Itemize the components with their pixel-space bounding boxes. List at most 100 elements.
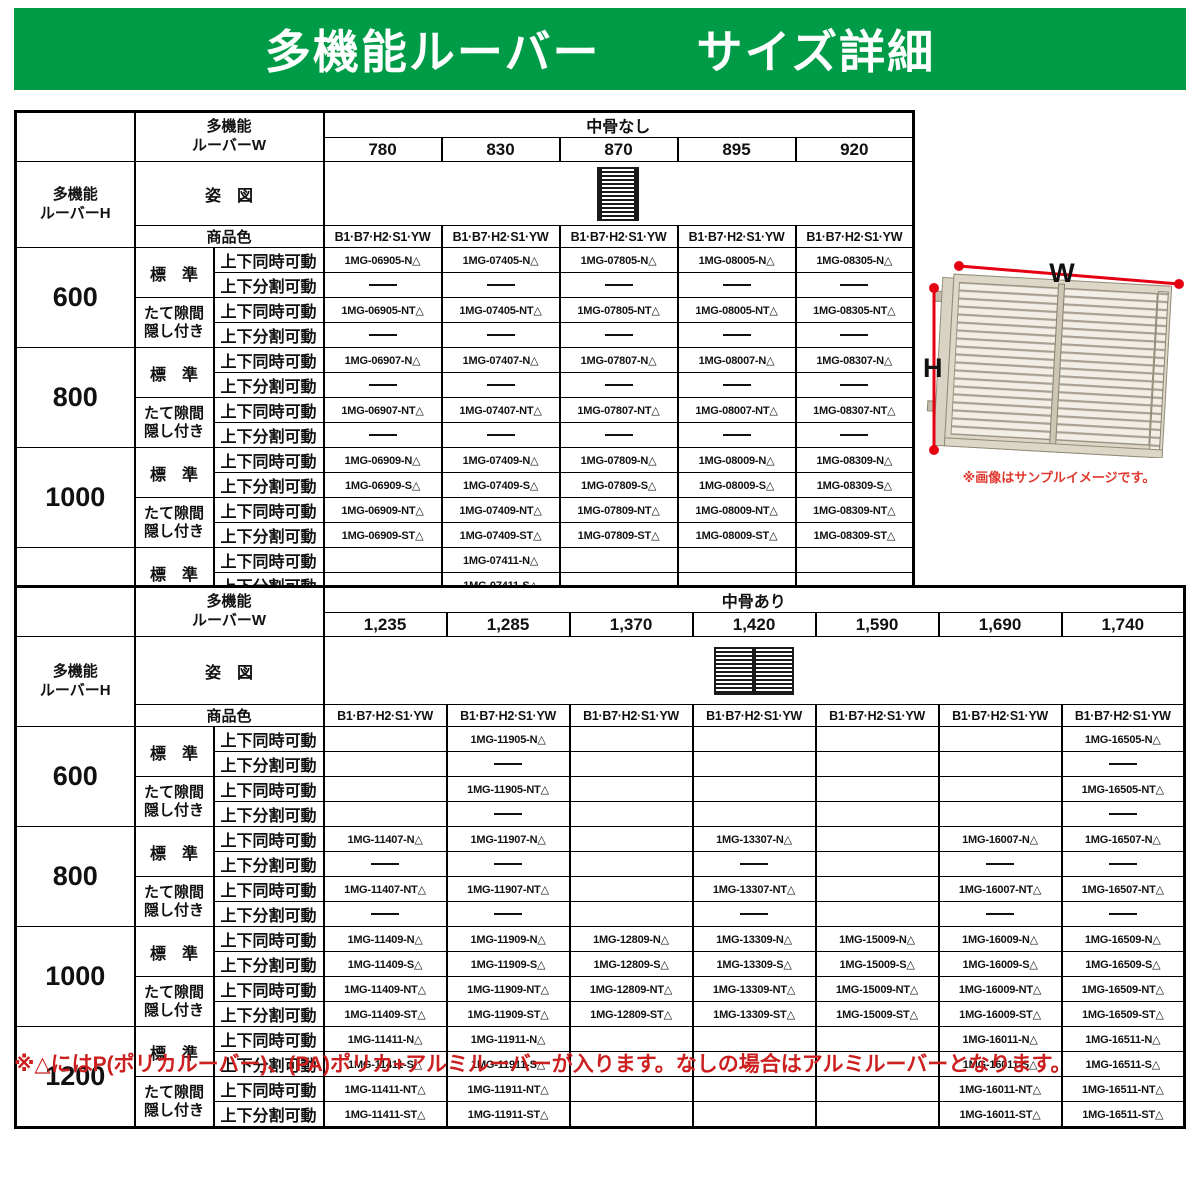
empty-cell [568,876,694,902]
product-code-cell: 1MG-16011-N△ [937,1026,1063,1052]
drive-mode-label: 上下分割可動 [212,951,325,977]
no-product-dash [794,372,915,398]
product-code-cell: 1MG-08009-ST△ [676,522,797,548]
empty-cell [691,776,817,802]
dash [368,284,397,287]
no-product-dash [676,322,797,348]
no-product-dash [676,372,797,398]
product-code-cell: 1MG-16009-NT△ [937,976,1063,1002]
row-group-label-standard: 標 準 [133,247,215,298]
product-code-cell: 1MG-06909-S△ [322,472,443,498]
product-code-cell: 1MG-11407-N△ [322,826,448,852]
no-product-dash [794,322,915,348]
empty-cell [322,801,448,827]
color-codes-cell: B1·B7·H2·S1·YW [814,704,940,727]
product-code-cell: 1MG-12809-NT△ [568,976,694,1002]
no-product-dash [937,851,1063,877]
empty-cell [814,726,940,752]
product-code-cell: 1MG-11411-ST△ [322,1101,448,1128]
product-code-cell: 1MG-16511-N△ [1060,1026,1186,1052]
drive-mode-label: 上下同時可動 [212,397,325,423]
empty-cell [322,776,448,802]
product-code-cell: 1MG-11409-N△ [322,926,448,952]
product-code-cell: 1MG-08009-NT△ [676,497,797,523]
width-header: 920 [794,137,915,162]
empty-cell [814,776,940,802]
empty-cell [322,751,448,777]
drive-mode-label: 上下分割可動 [212,322,325,348]
drive-mode-label: 上下同時可動 [212,547,325,573]
drive-mode-label: 上下同時可動 [212,247,325,273]
empty-cell [691,726,817,752]
product-code-cell: 1MG-08309-NT△ [794,497,915,523]
product-code-cell: 1MG-16507-NT△ [1060,876,1186,902]
drive-mode-label: 上下同時可動 [212,726,325,752]
width-header: 1,590 [814,612,940,637]
product-code-cell: 1MG-08309-S△ [794,472,915,498]
figure-cell [322,161,915,226]
size-table: 多機能 ルーバーW 中骨なし 780 830 870 895 920 多機能 ルーバーH 姿 図商品… [14,110,916,650]
dash [494,813,523,816]
no-product-dash [445,901,571,927]
product-code-cell: 1MG-08309-N△ [794,447,915,473]
color-codes-cell: B1·B7·H2·S1·YW [322,704,448,727]
louver-front-icon [597,166,640,221]
color-codes-cell: B1·B7·H2·S1·YW [937,704,1063,727]
row-group-label-tate: たて隙間隠し付き [133,876,215,927]
product-code-cell: 1MG-13309-S△ [691,951,817,977]
product-code-cell: 1MG-16009-S△ [937,951,1063,977]
row-group-label-standard: 標 準 [133,347,215,398]
color-codes-cell: B1·B7·H2·S1·YW [794,225,915,248]
group-title: 中骨あり [322,586,1186,613]
no-product-dash [691,851,817,877]
row-group-label-tate: たて隙間隠し付き [133,1076,215,1128]
dash [722,434,751,437]
product-code-cell: 1MG-06905-N△ [322,247,443,273]
color-codes-cell: B1·B7·H2·S1·YW [322,225,443,248]
w-dimension-label: W [1049,258,1075,288]
dash [1108,813,1137,816]
product-code-cell: 1MG-06909-N△ [322,447,443,473]
row-group-label-standard: 標 準 [133,1026,215,1077]
empty-cell [322,726,448,752]
no-product-dash [558,372,679,398]
no-product-dash [440,422,561,448]
product-code-cell: 1MG-11909-N△ [445,926,571,952]
row-group-label-standard: 標 準 [133,826,215,877]
no-product-dash [1060,751,1186,777]
dash [494,863,523,866]
width-header: 1,285 [445,612,571,637]
product-code-cell: 1MG-11911-ST△ [445,1101,571,1128]
product-code-cell: 1MG-08007-NT△ [676,397,797,423]
product-code-cell: 1MG-06907-N△ [322,347,443,373]
empty-cell [568,751,694,777]
product-code-cell: 1MG-11411-S△ [322,1051,448,1077]
product-code-cell: 1MG-11907-NT△ [445,876,571,902]
no-product-dash [445,801,571,827]
dash [604,284,633,287]
drive-mode-label: 上下同時可動 [212,776,325,802]
row-group-label-tate: たて隙間隠し付き [133,297,215,348]
louver-h-header: 多機能 ルーバーH [14,636,136,727]
dash [1108,863,1137,866]
size-table-with-midrail: 多機能 ルーバーW 中骨あり 1,235 1,285 1,370 1,420 1,590 1,6… [14,585,1187,1129]
empty-cell [691,751,817,777]
no-product-dash [440,322,561,348]
product-code-cell: 1MG-07807-NT△ [558,397,679,423]
drive-mode-label: 上下分割可動 [212,1051,325,1077]
color-codes-cell: B1·B7·H2·S1·YW [676,225,797,248]
figure-row-label: 姿 図 [133,161,325,226]
product-code-cell: 1MG-16511-S△ [1060,1051,1186,1077]
product-code-cell: 1MG-08307-N△ [794,347,915,373]
empty-cell [814,901,940,927]
no-product-dash [322,422,443,448]
product-code-cell: 1MG-07411-N△ [440,547,561,573]
product-code-cell: 1MG-11409-NT△ [322,976,448,1002]
product-code-cell: 1MG-07405-N△ [440,247,561,273]
empty-cell [814,1051,940,1077]
dash [368,384,397,387]
drive-mode-label: 上下分割可動 [212,272,325,298]
dash [840,334,869,337]
no-product-dash [445,851,571,877]
product-code-cell: 1MG-16505-N△ [1060,726,1186,752]
